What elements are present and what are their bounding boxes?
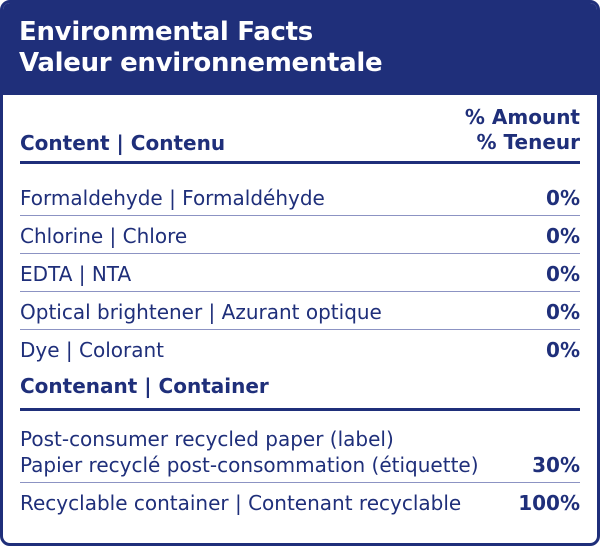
content-section-label: Content | Contenu — [20, 131, 226, 155]
row-value: 0% — [546, 338, 580, 362]
amount-header-french: % Teneur — [476, 130, 580, 154]
row-value: 0% — [546, 262, 580, 286]
content-row-chlorine: Chlorine | Chlore 0% — [20, 216, 580, 254]
amount-header-english: % Amount — [464, 105, 580, 129]
container-section-header: Contenant | Container — [20, 368, 580, 408]
row-label-line1: Post-consumer recycled paper (label) — [20, 427, 394, 451]
row-label: Optical brightener | Azurant optique — [20, 300, 382, 324]
title-english: Environmental Facts — [19, 17, 313, 47]
column-header: Content | Contenu % Amount % Teneur — [20, 95, 580, 161]
row-value: 0% — [546, 300, 580, 324]
amount-column-header: % Amount % Teneur — [465, 105, 580, 155]
content-row-edta: EDTA | NTA 0% — [20, 254, 580, 292]
spacer — [20, 411, 580, 423]
row-label: EDTA | NTA — [20, 262, 132, 286]
panel-body: Content | Contenu % Amount % Teneur Form… — [3, 95, 597, 523]
row-label: Chlorine | Chlore — [20, 224, 188, 248]
spacer — [20, 164, 580, 178]
row-label: Dye | Colorant — [20, 338, 164, 362]
content-row-optical-brightener: Optical brightener | Azurant optique 0% — [20, 292, 580, 330]
container-divider — [20, 408, 580, 411]
container-row-recycled-paper: Post-consumer recycled paper (label) Pap… — [20, 423, 580, 483]
header-divider — [20, 161, 580, 164]
row-value: 0% — [546, 224, 580, 248]
row-label-line2: Papier recyclé post-consommation (étique… — [20, 453, 479, 477]
row-value: 30% — [532, 453, 580, 477]
row-label: Formaldehyde | Formaldéhyde — [20, 186, 325, 210]
row-value: 100% — [518, 491, 580, 515]
title-french: Valeur environnementale — [19, 48, 383, 78]
panel-header: Environmental Facts Valeur environnement… — [3, 3, 597, 95]
content-row-formaldehyde: Formaldehyde | Formaldéhyde 0% — [20, 178, 580, 216]
container-section-label: Contenant | Container — [20, 374, 269, 398]
row-value: 0% — [546, 186, 580, 210]
container-row-recyclable: Recyclable container | Contenant recycla… — [20, 483, 580, 523]
row-label: Recyclable container | Contenant recycla… — [20, 491, 462, 515]
content-row-dye: Dye | Colorant 0% — [20, 330, 580, 368]
